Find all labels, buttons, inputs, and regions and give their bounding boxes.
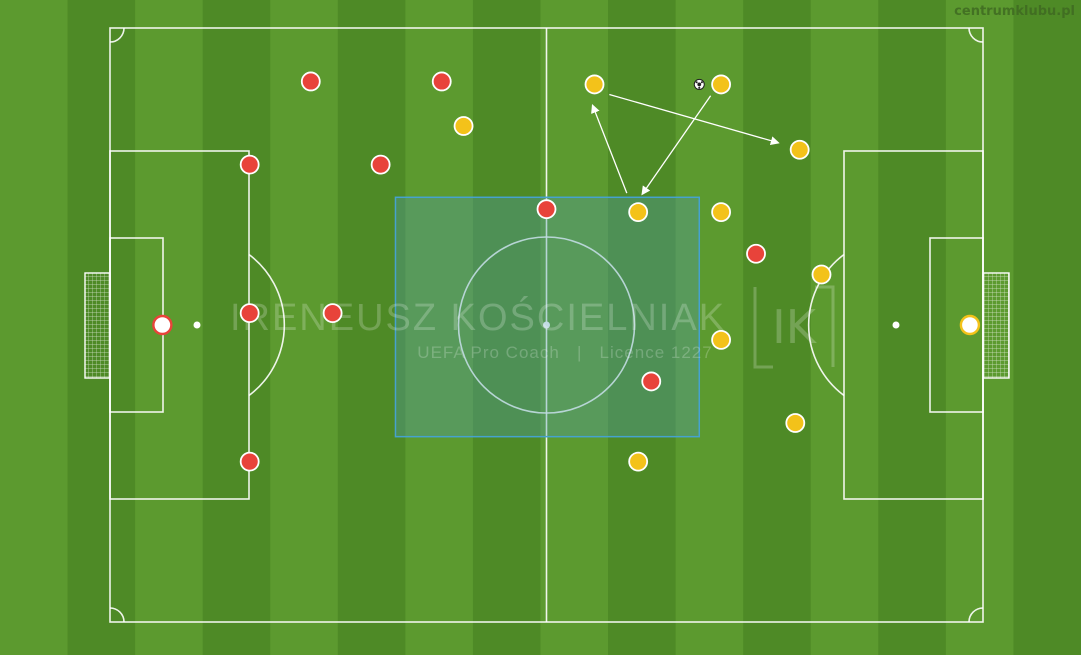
red-player[interactable] — [641, 371, 662, 392]
yellow-goalkeeper[interactable] — [959, 314, 981, 336]
team-yellow-players — [453, 74, 981, 472]
watermark-logo-text: IK — [772, 300, 818, 354]
grass-stripe — [202, 0, 271, 655]
right-goal — [982, 272, 1010, 379]
center-spot — [543, 321, 550, 329]
watermark-logo: IK — [753, 285, 835, 369]
red-player[interactable] — [370, 154, 391, 175]
grass-stripe — [1013, 0, 1081, 655]
highlight-zone[interactable] — [394, 196, 701, 438]
grass-stripe — [608, 0, 677, 655]
left-penalty-spot — [193, 321, 201, 329]
yellow-player[interactable] — [711, 74, 731, 95]
yellow-player[interactable] — [628, 451, 649, 472]
goal-net-icon — [84, 272, 111, 379]
grass-stripe — [405, 0, 474, 655]
red-player[interactable] — [322, 303, 343, 324]
left-penalty-arc — [248, 253, 286, 397]
movement-arrow[interactable] — [591, 103, 628, 194]
grass-stripe — [337, 0, 406, 655]
yellow-player[interactable] — [711, 329, 731, 350]
red-goalkeeper[interactable] — [152, 314, 173, 336]
watermark: IRENEUSZ KOŚCIELNIAK UEFA Pro Coach | Li… — [230, 285, 835, 369]
yellow-player[interactable] — [811, 264, 832, 285]
yellow-player[interactable] — [628, 202, 649, 223]
movement-arrow[interactable] — [609, 93, 780, 146]
red-player[interactable] — [239, 154, 260, 175]
corner-arc-bottom-left — [109, 607, 125, 623]
watermark-name: IRENEUSZ KOŚCIELNIAK — [230, 294, 726, 339]
red-player[interactable] — [239, 451, 260, 472]
yellow-player[interactable] — [711, 202, 731, 223]
movement-arrows — [591, 93, 780, 196]
red-player[interactable] — [431, 71, 452, 92]
yellow-player[interactable] — [785, 413, 806, 433]
grass-stripe — [270, 0, 339, 655]
red-player[interactable] — [536, 199, 557, 220]
football-ball-icon[interactable] — [693, 78, 705, 90]
corner-arc-top-left — [109, 27, 125, 43]
site-label[interactable]: centrumklubu.pl — [954, 4, 1075, 19]
right-penalty-spot — [892, 321, 900, 329]
grass-stripe — [0, 0, 69, 655]
movement-arrow[interactable] — [641, 95, 712, 196]
goal-net-icon — [982, 272, 1010, 379]
grass-stripe — [472, 0, 541, 655]
yellow-player[interactable] — [453, 116, 474, 136]
grass-stripe — [675, 0, 744, 655]
corner-arc-bottom-right — [968, 607, 984, 623]
left-goal — [84, 272, 111, 379]
red-player[interactable] — [239, 303, 260, 324]
team-red-players — [152, 71, 766, 472]
grass-stripe — [878, 0, 947, 655]
center-circle — [457, 236, 636, 414]
grass-stripe — [743, 0, 812, 655]
red-player[interactable] — [746, 243, 766, 264]
pitch-spots — [193, 321, 900, 329]
red-player[interactable] — [300, 71, 321, 92]
corner-arc-top-right — [968, 27, 984, 43]
yellow-player[interactable] — [584, 74, 605, 95]
watermark-subtitle: UEFA Pro Coach | Licence 1227 — [417, 343, 712, 362]
yellow-player[interactable] — [789, 139, 810, 160]
